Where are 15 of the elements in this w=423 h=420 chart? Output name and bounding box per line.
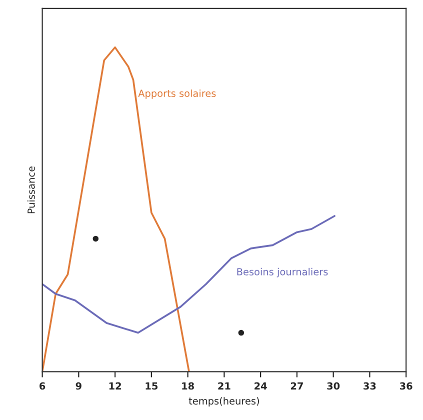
x-tick-label: 30 — [327, 382, 340, 390]
x-axis-title: temps(heures) — [188, 397, 259, 406]
x-tick-label: 24 — [254, 382, 267, 390]
x-tick-label: 12 — [109, 382, 121, 390]
x-tick-label: 6 — [40, 382, 46, 390]
x-tick-label: 18 — [182, 382, 194, 390]
x-tick-label: 36 — [400, 382, 412, 390]
y-axis-title: Puissance — [27, 166, 35, 214]
x-tick-label: 9 — [76, 382, 82, 390]
series-label: Besoins journaliers — [237, 268, 328, 278]
x-tick-label: 15 — [146, 382, 158, 390]
x-tick-label: 27 — [290, 382, 303, 390]
x-tick-label: 33 — [364, 382, 376, 390]
x-tick-label: 21 — [218, 382, 230, 390]
series-label: Apports solaires — [138, 89, 216, 99]
